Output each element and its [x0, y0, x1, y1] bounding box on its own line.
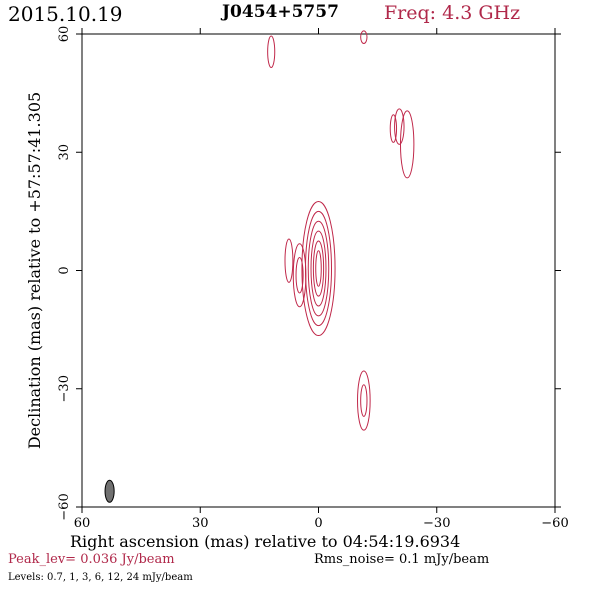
contour-south-blob: [357, 370, 371, 431]
x-tick-label: −30: [423, 516, 450, 531]
beam-group: [104, 479, 115, 503]
contour-south-blob: [360, 384, 368, 417]
contour-core: [301, 201, 336, 337]
contour-east-small: [389, 114, 398, 143]
x-tick-label: 0: [314, 516, 322, 531]
contour-east-blob-2: [394, 108, 405, 145]
contour-core: [315, 250, 322, 287]
y-tick-label: 0: [57, 266, 72, 274]
contour-top-edge: [360, 30, 368, 44]
source-name: J0454+5757: [222, 2, 339, 22]
plot-frame-group: [76, 28, 561, 513]
contour-west-knot-a: [295, 256, 304, 294]
contour-north-blob: [267, 35, 276, 69]
y-tick-label: −60: [57, 493, 72, 520]
rms-noise: Rms_noise= 0.1 mJy/beam: [314, 552, 490, 567]
observation-date: 2015.10.19: [8, 2, 123, 26]
contour-group: [267, 30, 415, 431]
x-tick-label: 60: [74, 516, 91, 531]
contour-core: [307, 220, 330, 317]
contour-core: [312, 240, 325, 297]
contour-core: [304, 210, 333, 327]
peak-level: Peak_lev= 0.036 Jy/beam: [8, 552, 175, 567]
frequency-label: Freq: 4.3 GHz: [384, 2, 521, 24]
contour-west-knot-b: [284, 238, 294, 283]
x-tick-label: −60: [541, 516, 568, 531]
contour-core: [310, 230, 327, 307]
contour-west-knot-a: [292, 243, 307, 308]
x-tick-label: 30: [192, 516, 209, 531]
plot-frame: [81, 33, 556, 508]
y-tick-label: 60: [57, 26, 72, 43]
y-axis-label: Declination (mas) relative to +57:57:41.…: [25, 92, 44, 449]
beam-ellipse: [104, 479, 115, 503]
contour-east-blob: [399, 110, 415, 179]
y-tick-label: 30: [57, 144, 72, 161]
x-axis-label: Right ascension (mas) relative to 04:54:…: [70, 532, 461, 551]
y-tick-label: −30: [57, 375, 72, 402]
contour-levels: Levels: 0.7, 1, 3, 6, 12, 24 mJy/beam: [8, 572, 193, 583]
